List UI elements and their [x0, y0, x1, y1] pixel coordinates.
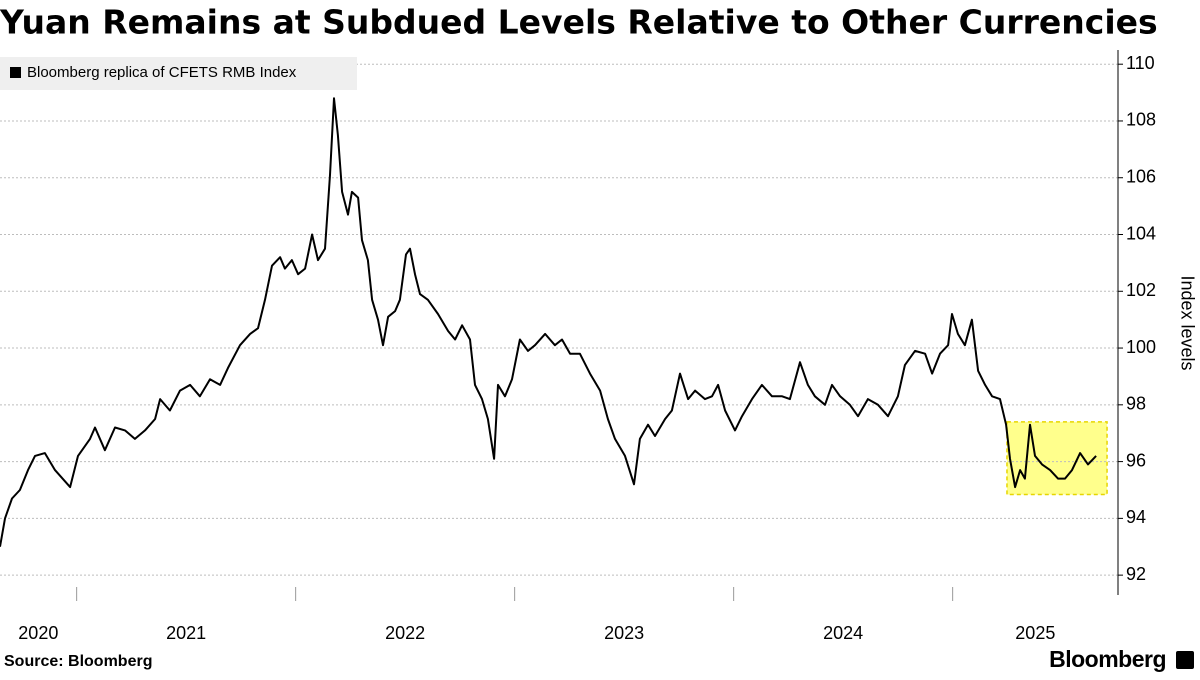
y-axis-label: Index levels: [1177, 275, 1197, 370]
data-line: [0, 97, 1097, 547]
y-tick-label: 96: [1126, 450, 1146, 470]
grid: [0, 63, 1118, 576]
legend: Bloomberg replica of CFETS RMB Index: [0, 57, 357, 90]
source: Source: Bloomberg: [4, 653, 152, 670]
legend-swatch: [10, 67, 21, 78]
legend-background: [0, 57, 357, 90]
highlight-box: [1006, 421, 1108, 496]
y-tick-label: 92: [1126, 564, 1146, 584]
legend-label: Bloomberg replica of CFETS RMB Index: [27, 64, 297, 81]
y-tick-label: 106: [1126, 166, 1156, 186]
x-tick-label: 2022: [385, 623, 425, 643]
y-tick-label: 102: [1126, 280, 1156, 300]
x-tick-label: 2020: [18, 623, 58, 643]
brand-icon: [1176, 651, 1194, 669]
y-tick-label: 100: [1126, 337, 1156, 357]
brand-logo: Bloomberg: [1049, 646, 1166, 672]
x-tick-label: 2021: [166, 623, 206, 643]
x-tick-label: 2025: [1015, 623, 1055, 643]
y-tick-label: 98: [1126, 394, 1146, 414]
x-tick-label: 2023: [604, 623, 644, 643]
y-tick-label: 94: [1126, 507, 1146, 527]
y-tick-label: 108: [1126, 110, 1156, 130]
y-tick-label: 104: [1126, 223, 1156, 243]
chart-title: Yuan Remains at Subdued Levels Relative …: [0, 3, 1158, 42]
x-tick-label: 2024: [823, 623, 863, 643]
y-tick-label: 110: [1126, 53, 1155, 73]
